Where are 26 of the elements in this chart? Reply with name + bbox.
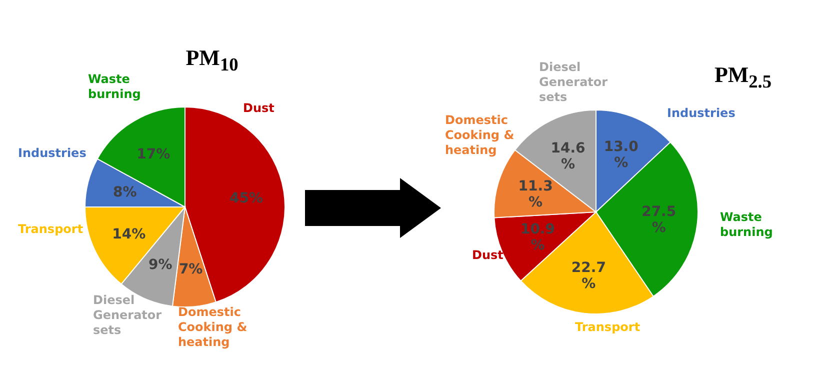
- data-label: 9%: [148, 256, 172, 273]
- data-label: 14%: [112, 226, 146, 242]
- data-label: 17%: [136, 146, 170, 163]
- slice-label: Domestic Cooking & heating: [445, 113, 514, 157]
- slice-label: Transport: [575, 320, 640, 334]
- slice-label: Dust: [472, 248, 504, 262]
- data-label: 8%: [113, 184, 137, 201]
- slice-label: Domestic Cooking & heating: [178, 305, 248, 349]
- slice-label: Waste burning: [720, 210, 773, 239]
- data-label: 7%: [178, 262, 203, 278]
- slice-label: Diesel Generator sets: [93, 293, 162, 337]
- data-label: 11.3 %: [518, 178, 553, 210]
- data-label: 10.9 %: [520, 222, 555, 254]
- data-label: 14.6 %: [550, 140, 586, 172]
- chart-title: PM$_{2.5}$: [713, 62, 773, 92]
- slice-label: Waste burning: [88, 72, 141, 101]
- slice-label: Industries: [667, 106, 736, 120]
- slice-label: Industries: [18, 146, 86, 160]
- slice-label: Transport: [18, 222, 84, 236]
- slice-label: Diesel Generator sets: [539, 60, 608, 104]
- data-label: 22.7 %: [571, 260, 606, 292]
- slice-label: Dust: [243, 101, 275, 115]
- data-label: 45%: [229, 190, 263, 206]
- chart-title: PM$_{10}$: [184, 45, 240, 76]
- data-label: 13.0 %: [604, 138, 639, 171]
- data-label: 27.5 %: [642, 204, 676, 236]
